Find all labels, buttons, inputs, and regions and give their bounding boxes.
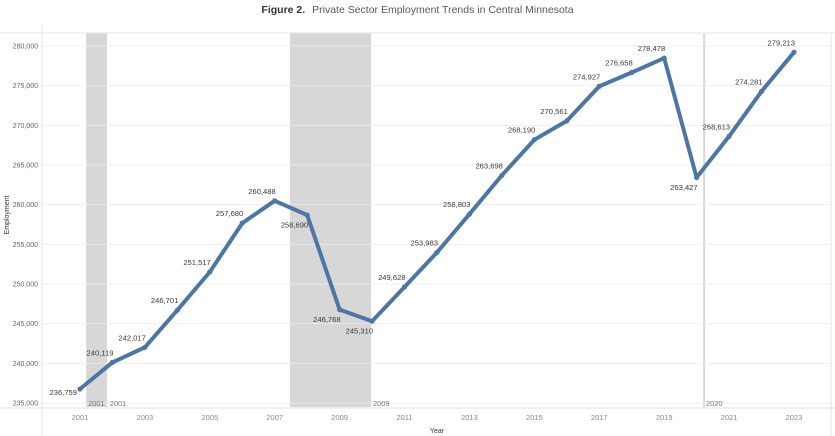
data-label: 246,768	[313, 315, 340, 324]
period-annotations: 2001 2001 2009 2020	[88, 399, 722, 408]
data-point	[564, 118, 570, 124]
data-label: 246,701	[151, 296, 178, 305]
period-annotation: 2009	[373, 399, 389, 408]
y-tick-label: 270,000	[13, 123, 38, 130]
data-label: 245,310	[346, 327, 373, 336]
data-point	[434, 249, 440, 256]
data-labels: 236,759 240,119 242,017 246,701 251,517 257,6…	[50, 38, 795, 397]
shaded-periods	[86, 33, 706, 407]
x-axis-label: Year	[430, 428, 445, 435]
data-point	[499, 172, 505, 178]
data-label: 268,190	[508, 126, 535, 135]
y-tick-label: 250,000	[13, 282, 38, 289]
data-point	[629, 69, 635, 76]
data-label: 257,680	[216, 209, 243, 218]
period-annotation: 2020	[706, 399, 722, 408]
period-annotation: 2001	[110, 399, 126, 408]
shaded-period	[703, 33, 706, 407]
data-point	[758, 88, 765, 94]
y-tick-label: 235,000	[13, 401, 38, 408]
data-point	[661, 55, 667, 61]
x-tick-label: 2003	[137, 413, 154, 422]
data-label: 253,983	[411, 238, 438, 247]
data-label: 268,613	[703, 122, 730, 131]
x-tick-label: 2011	[396, 413, 412, 422]
data-point	[726, 133, 732, 139]
data-point	[369, 318, 375, 324]
x-tick-label: 2013	[461, 413, 478, 422]
data-label: 279,213	[768, 38, 795, 47]
data-point	[466, 211, 473, 217]
data-label: 263,427	[670, 183, 697, 192]
data-label: 278,478	[638, 44, 665, 53]
y-tick-label: 255,000	[13, 242, 38, 249]
x-tick-label: 2023	[786, 413, 803, 422]
y-tick-label: 260,000	[13, 202, 38, 209]
data-point	[337, 307, 343, 313]
data-label: 258,803	[443, 200, 470, 209]
y-tick-label: 275,000	[13, 83, 38, 90]
axes	[0, 24, 835, 436]
data-label: 242,017	[118, 333, 145, 342]
series-employment	[77, 49, 797, 392]
data-point	[304, 212, 310, 218]
x-tick-label: 2007	[266, 413, 283, 422]
y-tick-label: 240,000	[13, 361, 38, 368]
data-label: 258,690	[281, 221, 308, 230]
gridlines	[42, 45, 831, 404]
tick-labels: 235,000 240,000 245,000 250,000 255,000 260,0…	[13, 44, 803, 422]
data-point	[174, 307, 180, 313]
data-label: 274,927	[573, 72, 600, 81]
data-point	[531, 137, 537, 143]
x-tick-label: 2019	[656, 413, 673, 422]
data-point	[77, 386, 83, 392]
x-tick-label: 2009	[331, 413, 348, 422]
y-tick-label: 280,000	[13, 44, 38, 51]
data-label: 263,698	[475, 161, 502, 170]
data-label: 251,517	[183, 258, 210, 267]
x-tick-label: 2015	[526, 413, 543, 422]
data-point	[239, 220, 245, 226]
y-axis-label: Employment	[4, 195, 11, 234]
data-label: 236,759	[50, 388, 77, 397]
data-label: 276,658	[605, 59, 632, 68]
figure-title: Private Sector Employment Trends in Cent…	[312, 4, 574, 16]
chart-title: Figure 2. Private Sector Employment Tren…	[0, 4, 835, 16]
data-label: 274,281	[735, 77, 762, 86]
data-point	[272, 198, 278, 204]
data-label: 249,628	[378, 273, 405, 282]
y-tick-label: 245,000	[13, 321, 38, 328]
series-line-employment	[78, 50, 796, 391]
data-label: 270,561	[540, 107, 567, 116]
data-point	[207, 269, 213, 275]
data-point	[791, 49, 797, 55]
x-tick-label: 2001	[72, 413, 89, 422]
data-point	[694, 174, 700, 181]
data-label: 260,488	[248, 187, 275, 196]
shaded-period	[289, 33, 372, 407]
shaded-period	[86, 33, 107, 407]
data-point	[401, 284, 408, 290]
x-tick-label: 2005	[201, 413, 218, 422]
x-tick-label: 2021	[721, 413, 738, 422]
data-point	[596, 83, 602, 89]
data-point	[109, 359, 116, 365]
period-annotation: 2001	[88, 399, 104, 408]
x-tick-label: 2017	[591, 413, 608, 422]
y-tick-label: 265,000	[13, 163, 38, 170]
data-point	[142, 344, 148, 350]
figure-number: Figure 2.	[261, 4, 306, 16]
data-label: 240,119	[87, 348, 114, 357]
